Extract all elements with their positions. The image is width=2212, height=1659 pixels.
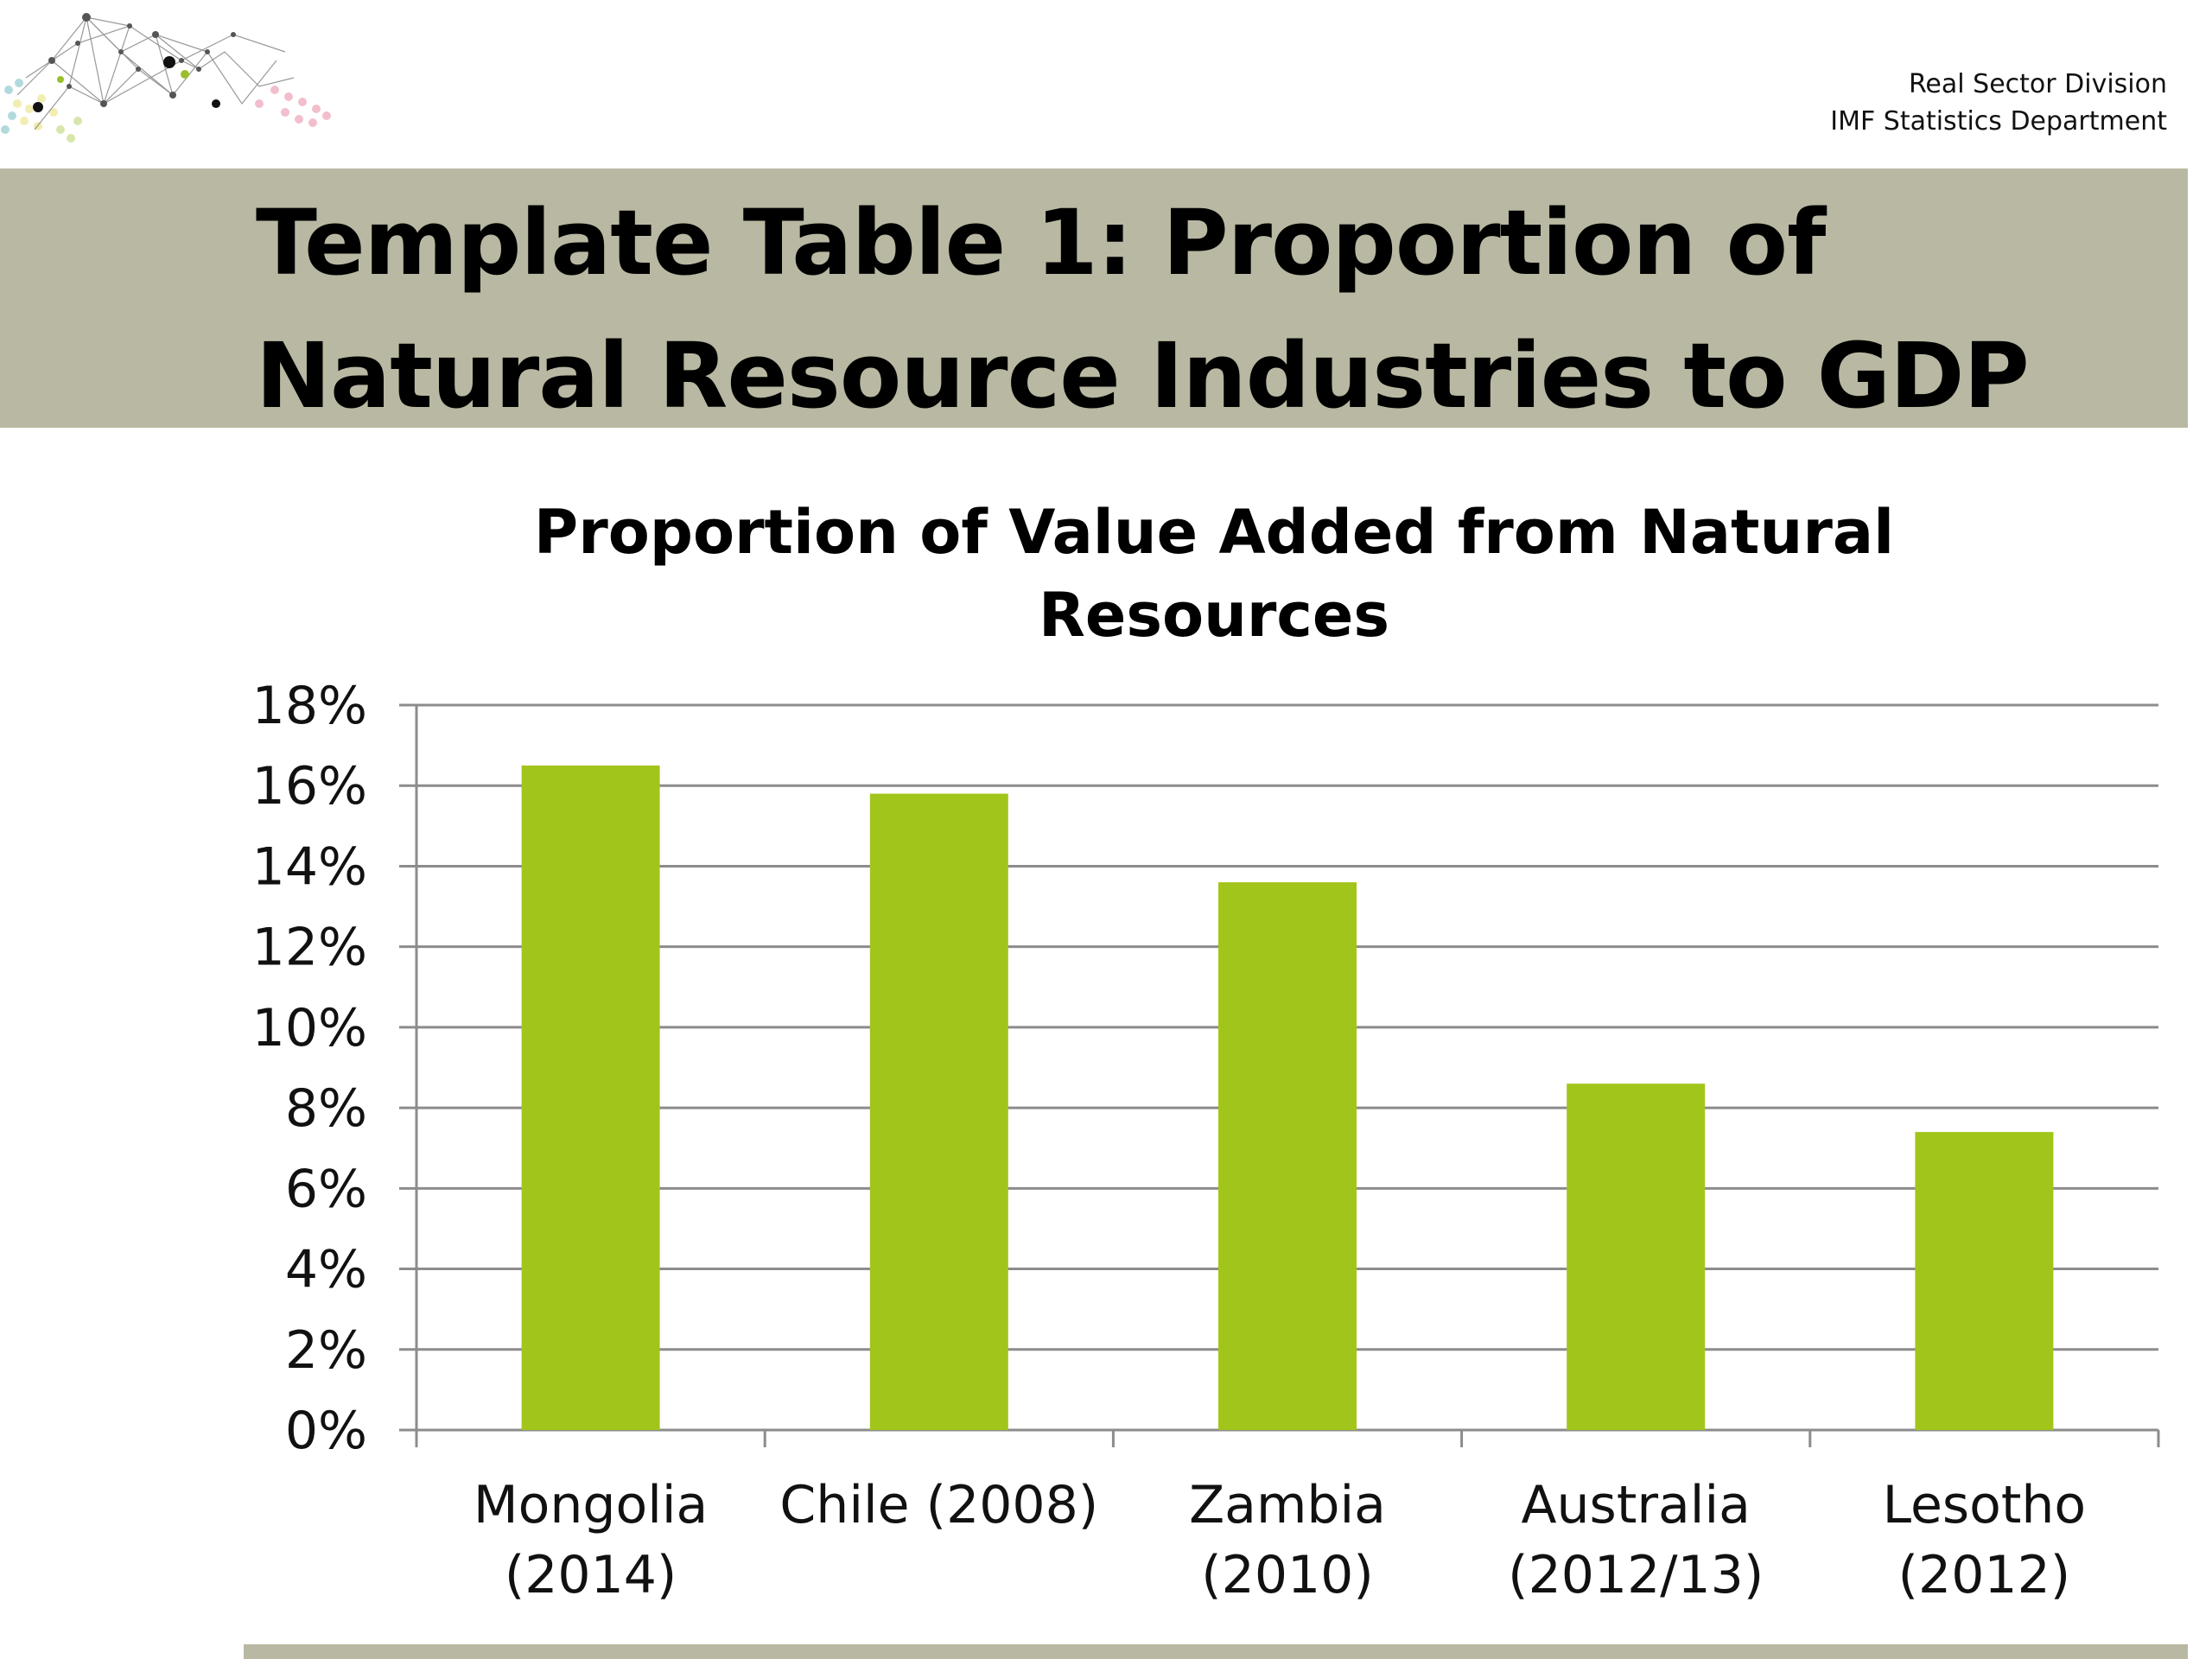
- y-tick-label: 14%: [252, 836, 367, 897]
- chart-title-line: Resources: [1039, 580, 1389, 651]
- y-tick-label: 12%: [252, 918, 367, 978]
- page-title: Template Table 1: Proportion of Natural …: [256, 190, 2030, 429]
- title-band: [0, 168, 2188, 428]
- x-category-label: (2012/13): [1508, 1545, 1764, 1605]
- network-dots-logo-icon: [1, 13, 331, 143]
- x-category-label: Australia: [1521, 1475, 1750, 1535]
- x-category-label: Zambia: [1189, 1475, 1386, 1535]
- x-category-label: (2010): [1201, 1545, 1374, 1605]
- y-tick-label: 0%: [285, 1401, 367, 1461]
- chart-title-line: Proportion of Value Added from Natural: [534, 497, 1894, 568]
- y-tick-label: 10%: [252, 998, 367, 1058]
- bar-chart: Proportion of Value Added from Natural Re…: [252, 497, 2160, 1605]
- bar: [1915, 1132, 2054, 1430]
- footer-band: [244, 1644, 2188, 1659]
- y-tick-label: 4%: [285, 1240, 367, 1300]
- y-tick-label: 16%: [252, 756, 367, 817]
- organization-department: IMF Statistics Department: [1830, 106, 2167, 137]
- bar: [521, 765, 660, 1430]
- y-tick-label: 2%: [285, 1320, 367, 1381]
- bar: [1567, 1084, 1706, 1430]
- bar: [1218, 882, 1357, 1430]
- x-category-label: (2014): [505, 1545, 677, 1605]
- x-category-label: Lesotho: [1883, 1475, 2087, 1535]
- organization-division: Real Sector Division: [1908, 69, 2167, 99]
- x-category-label: Chile (2008): [779, 1475, 1098, 1535]
- bar: [869, 793, 1008, 1430]
- x-category-label: Mongolia: [474, 1475, 708, 1535]
- y-tick-label: 18%: [252, 676, 367, 736]
- x-category-label: (2012): [1898, 1545, 2071, 1605]
- y-tick-label: 8%: [285, 1078, 367, 1139]
- y-tick-label: 6%: [285, 1159, 367, 1219]
- organization-label: Real Sector Division IMF Statistics Depa…: [1830, 66, 2167, 140]
